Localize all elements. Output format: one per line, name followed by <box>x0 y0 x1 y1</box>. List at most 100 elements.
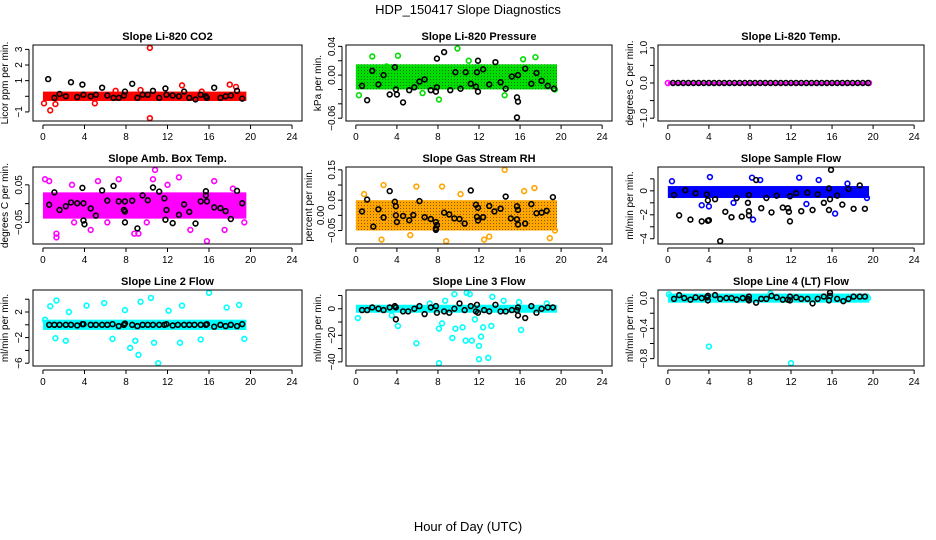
hourly-point <box>474 217 482 224</box>
x-tick-label: 20 <box>245 255 257 266</box>
hourly-point <box>825 185 833 192</box>
plot-frame <box>657 289 925 367</box>
slope-point <box>665 291 673 298</box>
x-tick-label: 24 <box>286 255 298 266</box>
hourly-point <box>370 223 377 230</box>
hourly-point <box>197 198 204 205</box>
slope-point <box>91 100 99 107</box>
x-tick-label: 4 <box>82 377 88 388</box>
hourly-point <box>44 75 52 83</box>
slope-point <box>176 339 184 346</box>
hourly-point <box>492 301 499 308</box>
x-tick-label: 8 <box>747 255 753 266</box>
hourly-point <box>180 201 188 208</box>
x-tick-label: 0 <box>353 377 359 388</box>
panel-9: Slope Line 4 (LT) Flow 0 4 8 12 16 20 24 −0.8 −0.… <box>625 276 925 388</box>
slope-point <box>53 230 60 237</box>
slope-point <box>65 308 73 316</box>
slope-point <box>519 56 527 63</box>
slope-point <box>47 107 54 114</box>
hourly-point <box>404 308 412 315</box>
hourly-point <box>861 205 869 212</box>
hourly-point <box>692 190 699 197</box>
hourly-point <box>121 88 129 95</box>
hourly-point <box>549 304 557 311</box>
hourly-point <box>479 213 487 221</box>
slope-point <box>668 178 676 185</box>
hourly-point <box>513 114 521 121</box>
slope-point <box>831 210 839 217</box>
hourly-point <box>80 320 87 328</box>
slope-point <box>383 63 390 70</box>
hourly-point <box>733 194 740 202</box>
x-tick-label: 24 <box>597 132 609 143</box>
hourly-point <box>474 57 482 64</box>
hourly-point <box>502 193 509 200</box>
hourly-point <box>115 198 122 205</box>
x-tick-label: 24 <box>909 255 921 266</box>
hourly-point <box>467 187 474 194</box>
slope-point <box>164 181 171 189</box>
slope-point <box>41 316 49 323</box>
x-tick-label: 20 <box>868 132 880 143</box>
hourly-point <box>733 296 740 303</box>
y-tick-label: 0.05 <box>327 190 338 210</box>
y-tick-label: 0 <box>327 306 338 312</box>
panel-title: Slope Line 2 Flow <box>121 276 214 288</box>
y-tick-label: −20 <box>327 326 338 343</box>
hourly-point <box>104 92 111 99</box>
y-tick-label: 0.00 <box>316 205 327 225</box>
slope-point <box>706 173 714 181</box>
hourly-point <box>386 91 393 98</box>
slope-point <box>419 89 426 97</box>
slope-point <box>146 44 154 52</box>
hourly-point <box>79 81 86 88</box>
slope-point <box>354 314 362 322</box>
hourly-point <box>392 212 400 219</box>
hourly-point <box>467 302 474 310</box>
x-tick-label: 8 <box>747 377 753 388</box>
hourly-point <box>704 292 712 300</box>
hourly-point <box>461 220 468 227</box>
hourly-point <box>87 205 94 212</box>
y-axis-label: degrees C per min. <box>625 40 636 125</box>
hourly-point <box>393 91 401 98</box>
slope-point <box>150 339 158 346</box>
hourly-point <box>768 209 775 216</box>
x-tick-label: 20 <box>556 255 568 266</box>
x-tick-label: 20 <box>868 377 880 388</box>
hourly-point <box>833 192 841 199</box>
hourly-point <box>711 291 719 299</box>
hourly-point <box>211 323 218 330</box>
hourly-point <box>798 207 805 215</box>
hourly-point <box>369 304 376 311</box>
hourly-point <box>67 79 75 86</box>
hourly-point <box>410 211 417 219</box>
hourly-point <box>134 94 141 102</box>
hourly-point <box>163 91 170 98</box>
slope-point <box>413 183 420 190</box>
hourly-point <box>698 218 705 225</box>
hourly-point <box>433 55 441 62</box>
hourly-point <box>56 321 63 329</box>
hourly-point <box>155 94 163 102</box>
slope-point <box>100 299 108 307</box>
slope-point <box>53 297 60 304</box>
hourly-point <box>826 196 834 203</box>
slope-point <box>104 219 111 226</box>
slope-point <box>394 52 402 59</box>
slope-point <box>147 294 155 302</box>
hourly-point <box>358 208 366 215</box>
hourly-point <box>814 295 821 303</box>
slope-point <box>235 301 243 309</box>
hourly-point <box>457 85 464 92</box>
plot-frame <box>32 44 303 122</box>
hourly-point <box>798 295 805 303</box>
hourly-point <box>233 187 241 195</box>
slope-point <box>380 181 387 189</box>
x-tick-label: 24 <box>597 255 609 266</box>
hourly-point <box>416 78 423 85</box>
hourly-point <box>528 200 535 208</box>
hourly-point <box>427 86 434 94</box>
hourly-point <box>144 91 151 98</box>
